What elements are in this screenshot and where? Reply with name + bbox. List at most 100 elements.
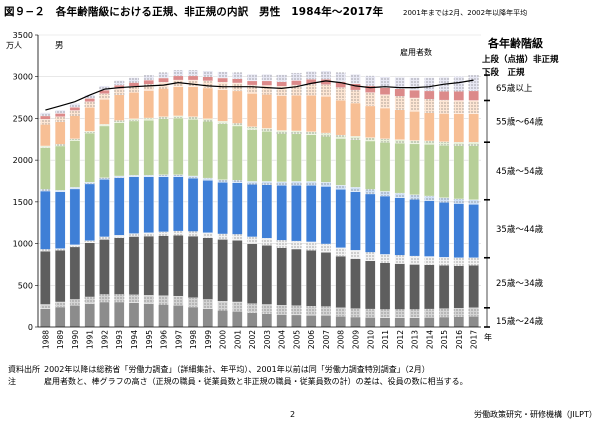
bar-segment-dots	[128, 175, 140, 177]
bar-segment-dots	[217, 233, 228, 240]
bar-segment-dots	[40, 119, 51, 125]
bar-segment-regular	[291, 185, 302, 242]
bar-segment-dots	[40, 304, 51, 309]
bar-segment-regular	[114, 237, 125, 295]
x-tick-label: 2002	[248, 330, 257, 349]
x-tick-label: 2009	[351, 330, 360, 349]
bar-segment-regular	[320, 315, 332, 328]
bar-segment-dots	[202, 178, 213, 181]
bar-segment-regular	[379, 317, 391, 328]
bar-segment-dots	[365, 189, 376, 194]
bar-segment-regular	[217, 310, 228, 328]
bar-segment-dots	[84, 94, 95, 99]
y-tick-label: 0	[28, 323, 33, 332]
bar-segment-regular	[261, 80, 273, 86]
bar-segment-regular	[468, 265, 479, 308]
y-tick-label: 500	[18, 281, 33, 290]
x-tick-label: 1999	[204, 330, 213, 349]
bar-segment-dots	[350, 250, 361, 259]
bar-segment-regular	[173, 305, 184, 328]
bar-segment-regular	[143, 119, 154, 176]
bar-segment-regular	[409, 89, 420, 99]
x-tick-label: 1995	[145, 330, 154, 349]
organization-credit: 労働政策研究・研修機構（JILPT）	[474, 410, 597, 419]
legend-heading: 各年齢階級	[487, 36, 543, 50]
bar-segment-dots	[202, 70, 213, 77]
bar-segment-regular	[379, 87, 391, 95]
bar-segment-dots	[365, 309, 376, 318]
bar-segment-dots	[114, 80, 125, 86]
bar-segment-regular	[114, 301, 125, 328]
bar-segment-dots	[84, 240, 95, 243]
bar-segment-regular	[453, 145, 465, 200]
bar-segment-dots	[99, 93, 110, 100]
bar-segment-regular	[453, 265, 465, 309]
bar-segment-regular	[114, 122, 125, 177]
bar-segment-regular	[261, 94, 273, 129]
bar-segment-regular	[217, 77, 228, 83]
bar-segment-dots	[188, 231, 199, 237]
bar-segment-dots	[232, 301, 243, 312]
bar-segment-regular	[276, 133, 287, 182]
legend-line1: 上段（点描）非正規	[482, 54, 559, 65]
bar-segment-dots	[143, 75, 154, 81]
bar-segment-dots	[335, 307, 346, 317]
bar-segment-regular	[379, 107, 391, 140]
bar-segment-regular	[143, 235, 154, 296]
bar-segment-regular	[232, 240, 243, 303]
bar-segment-dots	[424, 256, 435, 265]
bar-segment-dots	[188, 175, 199, 179]
bar-segment-regular	[365, 317, 376, 328]
bar-segment-regular	[320, 96, 332, 134]
bar-segment-dots	[55, 110, 66, 114]
bar-segment-dots	[158, 72, 169, 78]
bar-segment-dots	[394, 96, 405, 110]
bar-segment-regular	[276, 185, 287, 241]
bar-segment-regular	[306, 134, 317, 182]
bar-segment-regular	[158, 88, 169, 117]
bar-segment-regular	[69, 107, 81, 111]
legend-line2: 下段 正規	[482, 67, 525, 78]
bar-segment-dots	[424, 140, 435, 145]
bar-segment-regular	[335, 316, 346, 328]
bar-segment-dots	[453, 308, 464, 317]
bar-segment-regular	[291, 133, 302, 182]
bar-segment-dots	[173, 80, 184, 87]
bar-segment-regular	[365, 260, 376, 310]
bar-segment-regular	[84, 242, 95, 298]
age-group-label: 45歳〜54歳	[496, 166, 544, 177]
bar-segment-regular	[217, 239, 228, 302]
bar-segment-dots	[55, 301, 66, 307]
bar-segment-regular	[143, 79, 154, 85]
bar-segment-dots	[99, 85, 110, 91]
bar-segment-regular	[202, 308, 213, 328]
bar-segment-regular	[158, 304, 169, 328]
bar-segment-regular	[187, 306, 199, 328]
bar-segment-regular	[438, 202, 450, 258]
bar-segment-dots	[379, 191, 391, 197]
bar-segment-dots	[468, 142, 479, 146]
x-tick-label: 2000	[219, 330, 228, 349]
bar-segment-regular	[306, 94, 317, 132]
age-group-label: 65歳以上	[496, 83, 533, 94]
bar-segment-regular	[276, 247, 287, 306]
bar-segment-dots	[55, 190, 66, 192]
bar-segment-dots	[202, 232, 213, 238]
bar-segment-regular	[202, 237, 213, 300]
bar-segment-regular	[468, 316, 479, 328]
bar-segment-regular	[40, 250, 51, 305]
bar-segment-dots	[261, 238, 272, 246]
bar-segment-dots	[128, 233, 140, 237]
x-tick-label: 1996	[160, 330, 169, 349]
bar-segment-regular	[202, 87, 213, 119]
bar-segment-regular	[69, 140, 81, 188]
bar-segment-regular	[261, 131, 273, 182]
bar-segment-dots	[394, 139, 405, 144]
bar-segment-dots	[217, 121, 228, 124]
bar-segment-regular	[424, 112, 435, 142]
bar-segment-regular	[261, 184, 273, 239]
bar-segment-regular	[232, 310, 243, 328]
bar-segment-regular	[99, 301, 110, 328]
bar-segment-dots	[468, 75, 479, 91]
bar-segment-regular	[173, 75, 184, 81]
